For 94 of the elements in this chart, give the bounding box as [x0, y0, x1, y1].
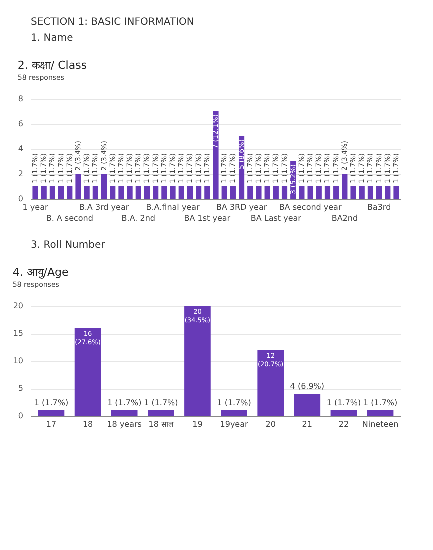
y-tick-label: 0	[18, 412, 24, 420]
data-label: 1 (1.7%)	[326, 398, 362, 408]
bar	[170, 186, 176, 199]
bar	[221, 410, 248, 416]
bar	[334, 186, 340, 199]
x-tick-label: Nineteen	[362, 420, 399, 429]
bar	[324, 186, 331, 199]
bar	[187, 186, 194, 199]
bar	[299, 186, 305, 199]
x-tick-label: 20	[266, 420, 276, 429]
bar	[222, 186, 228, 199]
text: SECTION 1: BASIC INFORMATION	[31, 17, 194, 28]
bar	[294, 394, 321, 416]
y-tick-label: 15	[13, 329, 24, 338]
bar	[111, 410, 138, 416]
bar	[74, 328, 102, 416]
bar	[127, 186, 133, 199]
bar	[282, 186, 288, 199]
bar	[153, 186, 159, 199]
y-tick-label: 0	[18, 194, 24, 204]
x-tick-label: BA 1st year	[184, 214, 232, 223]
chart-title: 4. आयु/Age	[12, 266, 70, 279]
x-tick-label: 18	[82, 420, 94, 429]
text: 1. Name	[31, 33, 74, 44]
chart-title: 2. कक्षा/ Class	[18, 59, 88, 72]
x-tick-label: BA Last year	[250, 214, 302, 223]
y-tick-label: 6	[18, 120, 24, 128]
x-tick-label: B. A second	[46, 214, 94, 223]
bar	[92, 186, 98, 199]
bar	[213, 112, 219, 199]
bar	[376, 186, 382, 199]
bar	[230, 186, 236, 199]
bar	[385, 186, 391, 199]
bar	[148, 410, 174, 416]
data-label: 1 (1.7%)	[107, 398, 142, 408]
bar	[359, 186, 365, 199]
bar	[58, 186, 64, 199]
x-tick-label: 18 साल	[148, 420, 175, 429]
bar	[67, 186, 73, 199]
bar	[308, 186, 314, 199]
bar	[342, 174, 348, 199]
y-tick-label: 2	[18, 170, 24, 178]
bar	[41, 186, 47, 199]
bar	[258, 350, 284, 416]
bar	[178, 186, 184, 199]
bar	[136, 186, 142, 199]
data-label: 1 (1.7%)	[363, 398, 398, 408]
x-tick-label: B.A.final year	[146, 203, 201, 212]
bar	[184, 306, 211, 416]
data-label: 1 (1.7%)	[144, 398, 178, 408]
x-tick-label: 1 year	[22, 203, 49, 212]
bar	[367, 410, 394, 416]
bar	[118, 186, 124, 199]
bar	[50, 186, 56, 199]
bar	[204, 186, 210, 199]
x-tick-label: B.A. 2nd	[122, 214, 156, 223]
bar	[144, 186, 150, 199]
bar	[368, 186, 374, 199]
bar	[101, 174, 108, 199]
bar	[273, 186, 279, 199]
bar	[38, 410, 65, 416]
bar	[76, 174, 82, 199]
bar	[32, 186, 38, 199]
bar	[84, 186, 90, 199]
x-tick-label: 19	[192, 420, 203, 429]
x-tick-label: BA2nd	[332, 214, 358, 223]
bar	[110, 186, 116, 199]
bar	[248, 186, 254, 199]
x-tick-label: 19year	[220, 420, 250, 429]
x-tick-label: Ba3rd	[367, 203, 392, 212]
data-label: 4 (6.9%)	[290, 382, 325, 391]
x-tick-label: 18 years	[107, 420, 142, 429]
data-label: 1 (1.7%)	[34, 398, 69, 408]
bar	[264, 186, 270, 199]
y-tick-label: 5	[18, 384, 24, 393]
x-tick-label: 22	[338, 420, 350, 429]
bar	[316, 186, 322, 199]
text: 3. Roll Number	[31, 240, 106, 251]
y-tick-label: 4	[18, 144, 24, 154]
bar	[394, 186, 400, 199]
y-tick-label: 8	[18, 94, 24, 104]
x-tick-label: 21	[302, 420, 312, 429]
y-tick-label: 10	[13, 356, 24, 366]
data-label: 1 (1.7%)	[217, 398, 252, 408]
bar	[330, 410, 358, 416]
x-tick-label: B.A 3rd year	[79, 203, 130, 212]
x-tick-label: BA 3RD year	[216, 203, 268, 212]
x-tick-label: BA second year	[279, 203, 342, 212]
bar	[350, 186, 356, 199]
bar	[256, 186, 262, 199]
y-tick-label: 20	[13, 302, 24, 310]
x-tick-label: 17	[46, 420, 57, 429]
bar	[196, 186, 202, 199]
bar	[162, 186, 168, 199]
